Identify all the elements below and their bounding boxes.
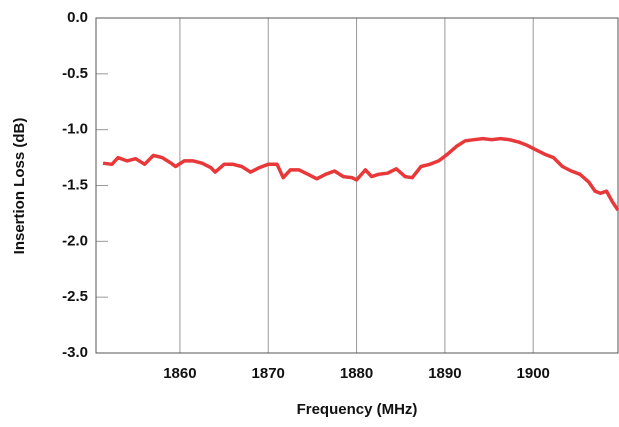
x-tick-label: 1890: [428, 365, 461, 382]
plot-frame: [95, 17, 619, 354]
x-axis-label: Frequency (MHz): [297, 401, 418, 418]
y-tick-label: -1.0: [62, 121, 88, 138]
x-tick-label: 1880: [340, 365, 373, 382]
y-axis-label: Insertion Loss (dB): [11, 118, 28, 255]
y-tick-label: -2.5: [62, 288, 88, 305]
y-tick-label: -2.0: [62, 232, 88, 249]
y-tick-label: 0.0: [67, 9, 88, 26]
y-tick-label: -0.5: [62, 65, 88, 82]
data-line: [102, 136, 619, 212]
x-tick-label: 1900: [517, 365, 550, 382]
y-tick-label: -3.0: [62, 344, 88, 361]
x-tick-label: 1870: [252, 365, 285, 382]
y-tick-label: -1.5: [62, 176, 88, 193]
x-tick-label: 1860: [163, 365, 196, 382]
